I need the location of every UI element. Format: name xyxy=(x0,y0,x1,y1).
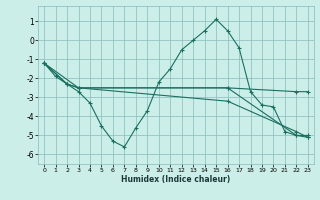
X-axis label: Humidex (Indice chaleur): Humidex (Indice chaleur) xyxy=(121,175,231,184)
